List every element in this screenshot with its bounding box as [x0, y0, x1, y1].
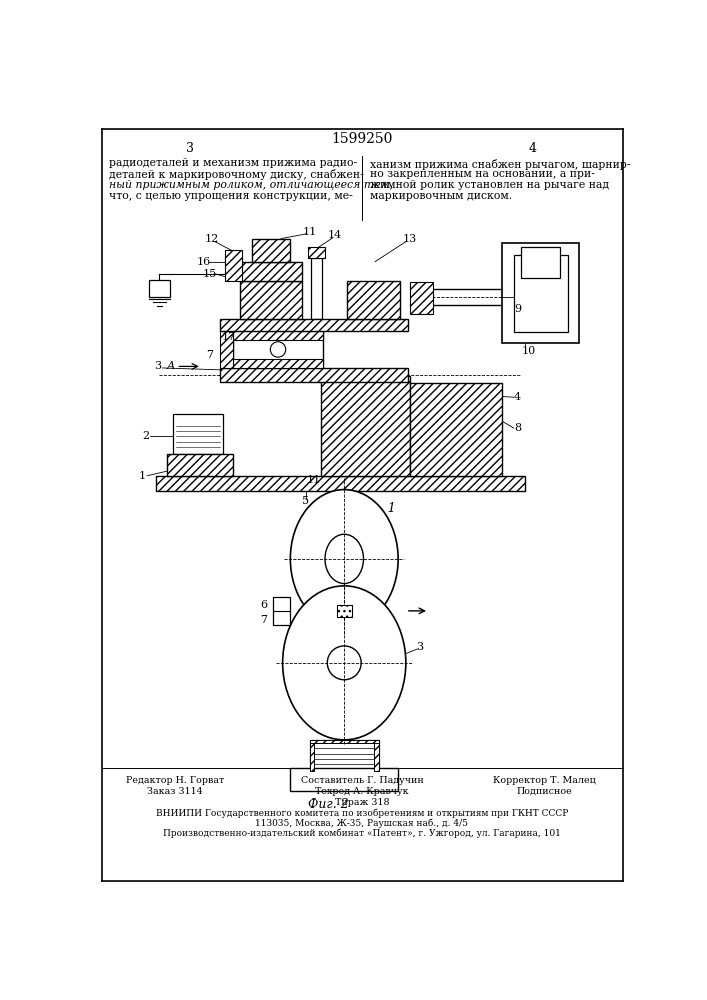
Text: Заказ 3114: Заказ 3114	[147, 787, 203, 796]
Bar	[219, 331, 233, 368]
Text: что, с целью упрощения конструкции, ме-: что, с целью упрощения конструкции, ме-	[110, 191, 353, 201]
Text: 15: 15	[303, 602, 317, 612]
Bar	[240, 281, 302, 319]
Circle shape	[257, 282, 264, 289]
Bar	[233, 331, 324, 368]
Bar	[252, 239, 291, 262]
Text: 8: 8	[514, 423, 521, 433]
Bar	[514, 255, 568, 332]
Bar	[310, 740, 379, 771]
Text: 2: 2	[142, 431, 149, 441]
Text: 10: 10	[522, 346, 536, 356]
Bar	[291, 768, 398, 791]
Text: Подписное: Подписное	[517, 787, 573, 796]
Bar	[521, 247, 560, 278]
Bar	[167, 454, 233, 476]
Bar	[310, 740, 379, 743]
Bar	[337, 605, 352, 617]
Bar	[337, 605, 352, 617]
Text: 14: 14	[328, 231, 342, 240]
Text: ВНИИПИ Государственного комитета по изобретениям и открытиям при ГКНТ СССР: ВНИИПИ Государственного комитета по изоб…	[156, 808, 568, 818]
Bar	[173, 414, 223, 454]
Text: жимной ролик установлен на рычаге над: жимной ролик установлен на рычаге над	[370, 180, 609, 190]
Bar	[225, 250, 242, 281]
Bar	[409, 383, 502, 476]
Circle shape	[327, 646, 361, 680]
Text: 113035, Москва, Ж-35, Раушская наб., д. 4/5: 113035, Москва, Ж-35, Раушская наб., д. …	[255, 818, 469, 828]
Text: ный прижимным роликом, отличающееся тем,: ный прижимным роликом, отличающееся тем,	[110, 180, 394, 190]
Text: 11: 11	[303, 227, 317, 237]
Bar	[374, 740, 379, 771]
Text: радиодеталей и механизм прижима радио-: радиодеталей и механизм прижима радио-	[110, 158, 358, 168]
Bar	[233, 331, 324, 340]
Bar	[311, 258, 322, 319]
Text: 3: 3	[154, 361, 161, 371]
Text: деталей к маркировочному диску, снабжен-: деталей к маркировочному диску, снабжен-	[110, 169, 364, 180]
Ellipse shape	[291, 490, 398, 628]
Text: Техред А. Кравчук: Техред А. Кравчук	[315, 787, 409, 796]
Circle shape	[270, 342, 286, 357]
Text: 5: 5	[302, 496, 309, 506]
Text: Фиг. 2: Фиг. 2	[308, 798, 349, 811]
Text: Производственно-издательский комбинат «Патент», г. Ужгород, ул. Гагарина, 101: Производственно-издательский комбинат «П…	[163, 828, 561, 838]
Bar	[308, 247, 325, 258]
Text: 9: 9	[514, 304, 521, 314]
Bar	[346, 281, 400, 319]
Text: 6: 6	[278, 323, 285, 333]
Text: 15: 15	[202, 269, 216, 279]
Text: Составитель Г. Падучин: Составитель Г. Падучин	[300, 776, 423, 785]
Bar	[321, 376, 409, 476]
Bar	[148, 280, 170, 297]
Text: маркировочным диском.: маркировочным диском.	[370, 191, 512, 201]
Text: Корректор Т. Малец: Корректор Т. Малец	[493, 776, 596, 785]
Text: 13: 13	[402, 234, 417, 244]
Text: 3: 3	[416, 642, 423, 652]
Bar	[502, 243, 579, 343]
Bar	[233, 359, 324, 368]
Text: 7: 7	[206, 350, 214, 360]
Text: 6: 6	[260, 600, 267, 610]
Text: 3: 3	[186, 142, 194, 155]
Text: 16: 16	[197, 257, 211, 267]
Bar	[274, 597, 291, 625]
Text: 7: 7	[260, 615, 267, 625]
Text: 4: 4	[514, 392, 521, 402]
Bar	[225, 257, 242, 266]
Text: 1599250: 1599250	[332, 132, 392, 146]
Ellipse shape	[283, 586, 406, 740]
Text: 12: 12	[205, 234, 219, 244]
Text: А: А	[167, 361, 175, 371]
Bar	[219, 368, 408, 382]
Ellipse shape	[325, 534, 363, 584]
Text: 4: 4	[529, 142, 537, 155]
Bar	[219, 319, 408, 331]
Text: Редактор Н. Горват: Редактор Н. Горват	[126, 776, 224, 785]
Bar	[310, 740, 314, 771]
Text: 17: 17	[222, 332, 236, 342]
Bar	[256, 281, 265, 290]
Text: Тираж 318: Тираж 318	[334, 798, 389, 807]
Text: 1: 1	[139, 471, 146, 481]
Text: ханизм прижима снабжен рычагом, шарнир-: ханизм прижима снабжен рычагом, шарнир-	[370, 158, 630, 169]
Bar	[409, 282, 433, 314]
Text: но закрепленным на основании, а при-: но закрепленным на основании, а при-	[370, 169, 595, 179]
Text: 11: 11	[306, 475, 320, 485]
Bar	[156, 476, 525, 491]
Text: Фиг. 1: Фиг. 1	[355, 502, 395, 515]
Bar	[240, 262, 302, 281]
